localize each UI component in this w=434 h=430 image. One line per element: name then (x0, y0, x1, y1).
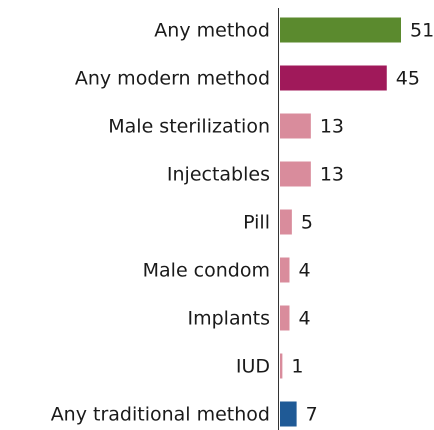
bar (280, 65, 387, 91)
bar (280, 17, 401, 43)
bar (280, 353, 283, 379)
value-label: 13 (320, 164, 344, 186)
category-label: IUD (236, 356, 270, 378)
bar (280, 209, 292, 235)
value-label: 5 (301, 212, 313, 234)
bar (280, 113, 311, 139)
value-label: 4 (298, 260, 310, 282)
category-label: Implants (188, 308, 271, 330)
category-label: Any method (154, 20, 270, 42)
bar (280, 305, 290, 331)
category-label: Injectables (167, 164, 270, 186)
value-label: 4 (298, 308, 310, 330)
category-label: Pill (243, 212, 270, 234)
category-label: Any traditional method (51, 404, 270, 426)
bar (280, 257, 290, 283)
category-label: Male condom (143, 260, 270, 282)
bar (280, 161, 311, 187)
value-label: 45 (396, 68, 420, 90)
value-label: 51 (410, 20, 434, 42)
value-label: 13 (320, 116, 344, 138)
category-label: Male sterilization (108, 116, 270, 138)
value-label: 7 (306, 404, 318, 426)
value-label: 1 (291, 356, 303, 378)
bar (280, 401, 297, 427)
category-label: Any modern method (75, 68, 270, 90)
